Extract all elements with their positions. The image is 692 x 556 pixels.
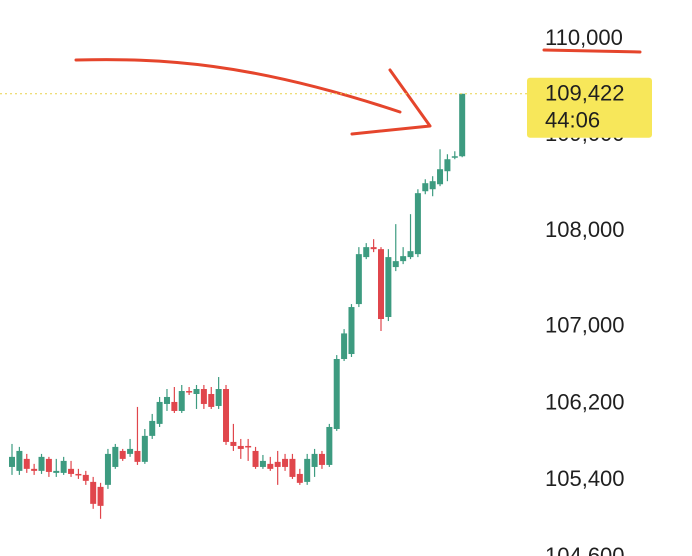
candle-body: [45, 458, 52, 472]
candle-body: [348, 307, 355, 355]
candle-body: [245, 445, 252, 448]
candle-body: [156, 401, 163, 424]
annotation-arrow: [74, 58, 402, 114]
candle-body: [385, 257, 392, 318]
candle-body: [223, 389, 230, 442]
candle-body: [311, 453, 318, 467]
candle-body: [82, 474, 89, 481]
candle-body: [75, 473, 82, 476]
y-tick-label: 105,400: [545, 466, 625, 491]
candle-body: [60, 460, 67, 473]
candle-body: [259, 460, 266, 467]
candle-body: [333, 359, 340, 429]
candle-body: [429, 181, 436, 190]
candle-body: [215, 389, 222, 406]
candle-body: [31, 468, 38, 471]
candle-body: [400, 256, 407, 262]
annotation-arrowhead: [350, 68, 432, 136]
candle-body: [200, 389, 207, 404]
candle-body: [208, 393, 215, 407]
y-tick-label: 110,000: [545, 25, 623, 50]
candle-body: [23, 458, 30, 469]
candle-body: [355, 254, 362, 305]
candle-body: [53, 470, 60, 473]
candle-body: [370, 247, 377, 250]
countdown-label: 44:06: [545, 108, 600, 133]
candle-body: [149, 420, 156, 436]
candle-body: [437, 169, 444, 185]
candle-body: [392, 261, 399, 268]
candle-body: [38, 456, 45, 471]
candle-body: [318, 453, 325, 465]
candle-body: [230, 441, 237, 446]
candle-body: [341, 333, 348, 360]
y-tick-label: 106,200: [545, 389, 625, 414]
candle-body: [104, 453, 111, 485]
candle-body: [459, 93, 466, 157]
candle-body: [414, 193, 421, 255]
y-tick-label: 107,000: [545, 313, 625, 338]
candle-body: [134, 450, 141, 462]
candle-body: [171, 401, 178, 411]
candle-body: [193, 389, 200, 394]
candle-body: [267, 463, 274, 469]
candle-body: [237, 445, 244, 449]
candle-body: [68, 468, 75, 474]
annotation-underline: [542, 48, 642, 54]
candle-body: [90, 481, 97, 504]
candle-body: [378, 249, 384, 320]
candle-body: [407, 251, 414, 258]
candle-body: [178, 391, 185, 411]
y-tick-label: 108,000: [545, 217, 625, 242]
candle-body: [289, 458, 296, 477]
candle-body: [186, 391, 193, 393]
candle-body: [451, 156, 458, 158]
candle-body: [119, 450, 126, 459]
candle-body: [16, 450, 23, 471]
candle-body: [422, 183, 429, 192]
candle-body: [326, 426, 333, 465]
candle-body: [444, 159, 451, 172]
candle-body: [141, 435, 148, 462]
candle-body: [127, 448, 134, 454]
candle-body: [282, 458, 289, 467]
candle-body: [304, 458, 311, 482]
candle-body: [252, 450, 259, 467]
candle-body: [97, 486, 104, 506]
candle-body: [363, 247, 370, 258]
y-tick-label: 104,600: [545, 543, 625, 556]
candle-body: [163, 396, 170, 404]
price-label-box: [527, 77, 652, 138]
candle-body: [274, 461, 281, 467]
candle-body: [112, 446, 119, 467]
candle-body: [296, 473, 303, 483]
candle-body: [9, 456, 15, 467]
last-price-label: 109,422: [545, 81, 625, 106]
